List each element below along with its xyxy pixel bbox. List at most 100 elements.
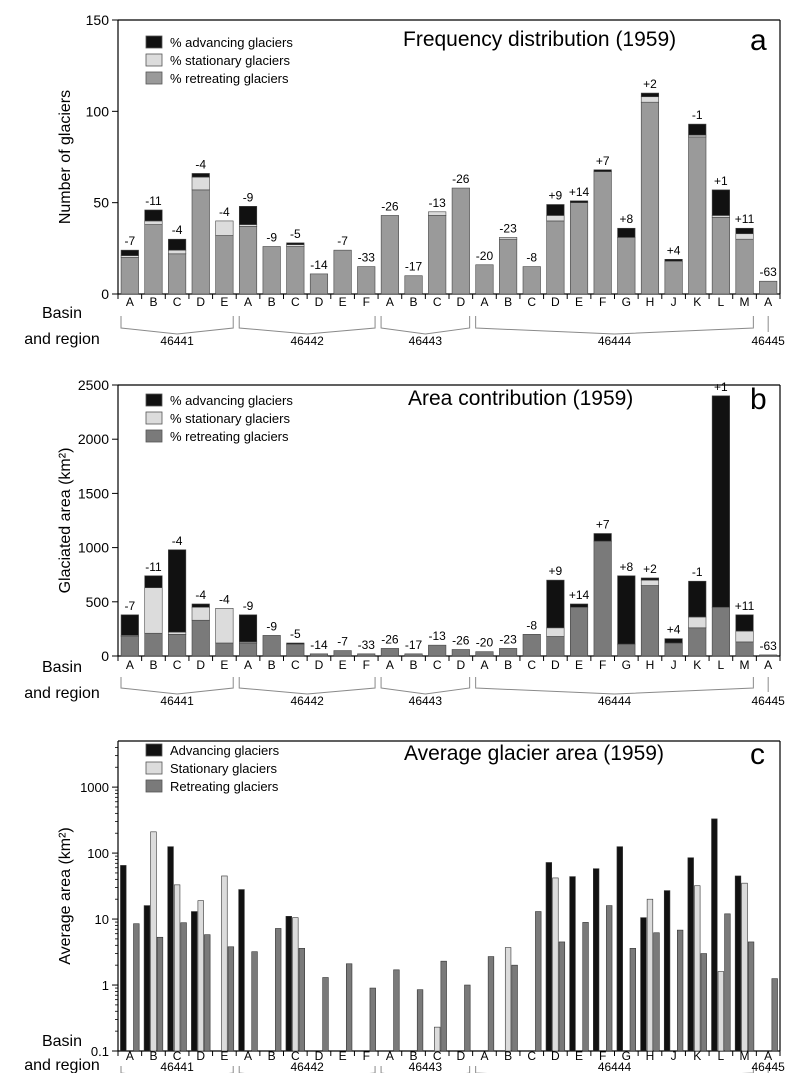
bar-segment	[428, 644, 447, 657]
bar-segment	[120, 636, 139, 657]
bar	[227, 946, 235, 1052]
bar	[156, 936, 164, 1052]
legend-label: Advancing glaciers	[170, 743, 280, 758]
bar-segment	[120, 614, 139, 636]
bar-segment	[617, 643, 636, 657]
basin-bracket	[238, 677, 376, 695]
column-label: F	[599, 658, 606, 672]
column-label: A	[244, 1049, 252, 1063]
change-label: -8	[526, 618, 537, 632]
column-label: E	[339, 295, 347, 309]
bar-segment	[569, 200, 589, 203]
bar	[275, 928, 282, 1052]
bar-segment	[168, 634, 187, 657]
basin-label: 46442	[290, 1060, 324, 1073]
bar-segment	[309, 273, 329, 295]
bar	[487, 956, 495, 1052]
bar-segment	[191, 606, 210, 621]
bar-segment	[191, 173, 210, 178]
basin-bracket	[380, 677, 471, 695]
bar-segment	[120, 249, 139, 256]
bar-segment	[664, 638, 683, 644]
bar-segment	[546, 220, 565, 295]
change-label: +14	[569, 185, 590, 199]
y-tick-label: 500	[86, 594, 110, 610]
bar-segment	[191, 603, 210, 608]
bar-segment	[286, 643, 305, 657]
bar	[569, 876, 576, 1052]
bar-segment	[640, 577, 660, 581]
column-label: L	[718, 1049, 725, 1063]
column-label: E	[575, 1049, 583, 1063]
bar-segment	[238, 614, 258, 643]
bar-segment	[428, 211, 447, 216]
bar-segment	[546, 579, 565, 629]
y-tick-label: 1000	[80, 780, 109, 795]
row-label-basin: Basin	[42, 1033, 82, 1050]
bar	[434, 1026, 441, 1052]
column-label: A	[386, 1049, 394, 1063]
bar-segment	[569, 606, 589, 657]
basin-bracket	[475, 1066, 754, 1073]
column-label: B	[149, 658, 157, 672]
bar	[545, 862, 553, 1052]
column-label: E	[220, 295, 228, 309]
legend-label: % retreating glaciers	[170, 429, 289, 444]
change-label: -14	[310, 638, 328, 652]
bar-segment	[144, 587, 163, 634]
bar-segment	[522, 266, 541, 295]
bar-segment	[735, 233, 754, 240]
bar-segment	[664, 258, 683, 262]
y-tick-label: 1500	[78, 485, 109, 501]
bar	[640, 917, 647, 1052]
bar	[747, 941, 755, 1052]
change-label: -17	[405, 638, 423, 652]
bar-segment	[688, 136, 707, 295]
bar	[197, 900, 204, 1052]
column-label: A	[126, 1049, 134, 1063]
basin-bracket	[238, 1066, 376, 1073]
change-label: -4	[172, 534, 183, 548]
bar	[143, 905, 151, 1052]
change-label: -63	[760, 639, 778, 653]
bar-segment	[499, 237, 518, 240]
column-label: E	[220, 1049, 228, 1063]
bar	[606, 905, 613, 1052]
bar-segment	[617, 237, 636, 295]
bar-segment	[711, 395, 730, 608]
bar-segment	[191, 176, 210, 191]
change-label: -7	[337, 234, 348, 248]
change-label: -11	[145, 560, 162, 574]
legend-label: % advancing glaciers	[170, 393, 293, 408]
column-label: F	[599, 295, 606, 309]
basin-bracket	[120, 677, 234, 695]
bar-segment	[640, 92, 660, 98]
column-label: D	[456, 1049, 465, 1063]
bar	[646, 898, 654, 1052]
basin-label: 46441	[160, 334, 194, 348]
column-label: J	[671, 658, 677, 672]
bar-segment	[569, 603, 589, 608]
bar-segment	[546, 215, 565, 222]
change-label: -13	[429, 196, 447, 210]
column-label: H	[646, 658, 655, 672]
column-label: F	[363, 295, 370, 309]
bar-segment	[593, 169, 612, 172]
change-label: -63	[760, 265, 778, 279]
column-label: A	[126, 295, 134, 309]
legend-swatch	[145, 393, 163, 407]
row-label-basin: Basin	[42, 305, 82, 322]
basin-bracket	[475, 677, 754, 695]
bar	[180, 922, 187, 1052]
y-tick-label: 10	[95, 912, 109, 927]
change-label: +9	[549, 564, 563, 578]
basin-label: 46443	[409, 694, 443, 708]
column-label: C	[527, 295, 536, 309]
bar	[504, 947, 512, 1052]
bar-segment	[238, 206, 258, 225]
column-label: B	[504, 658, 512, 672]
bar-segment	[286, 642, 305, 645]
basin-bracket	[238, 316, 376, 335]
